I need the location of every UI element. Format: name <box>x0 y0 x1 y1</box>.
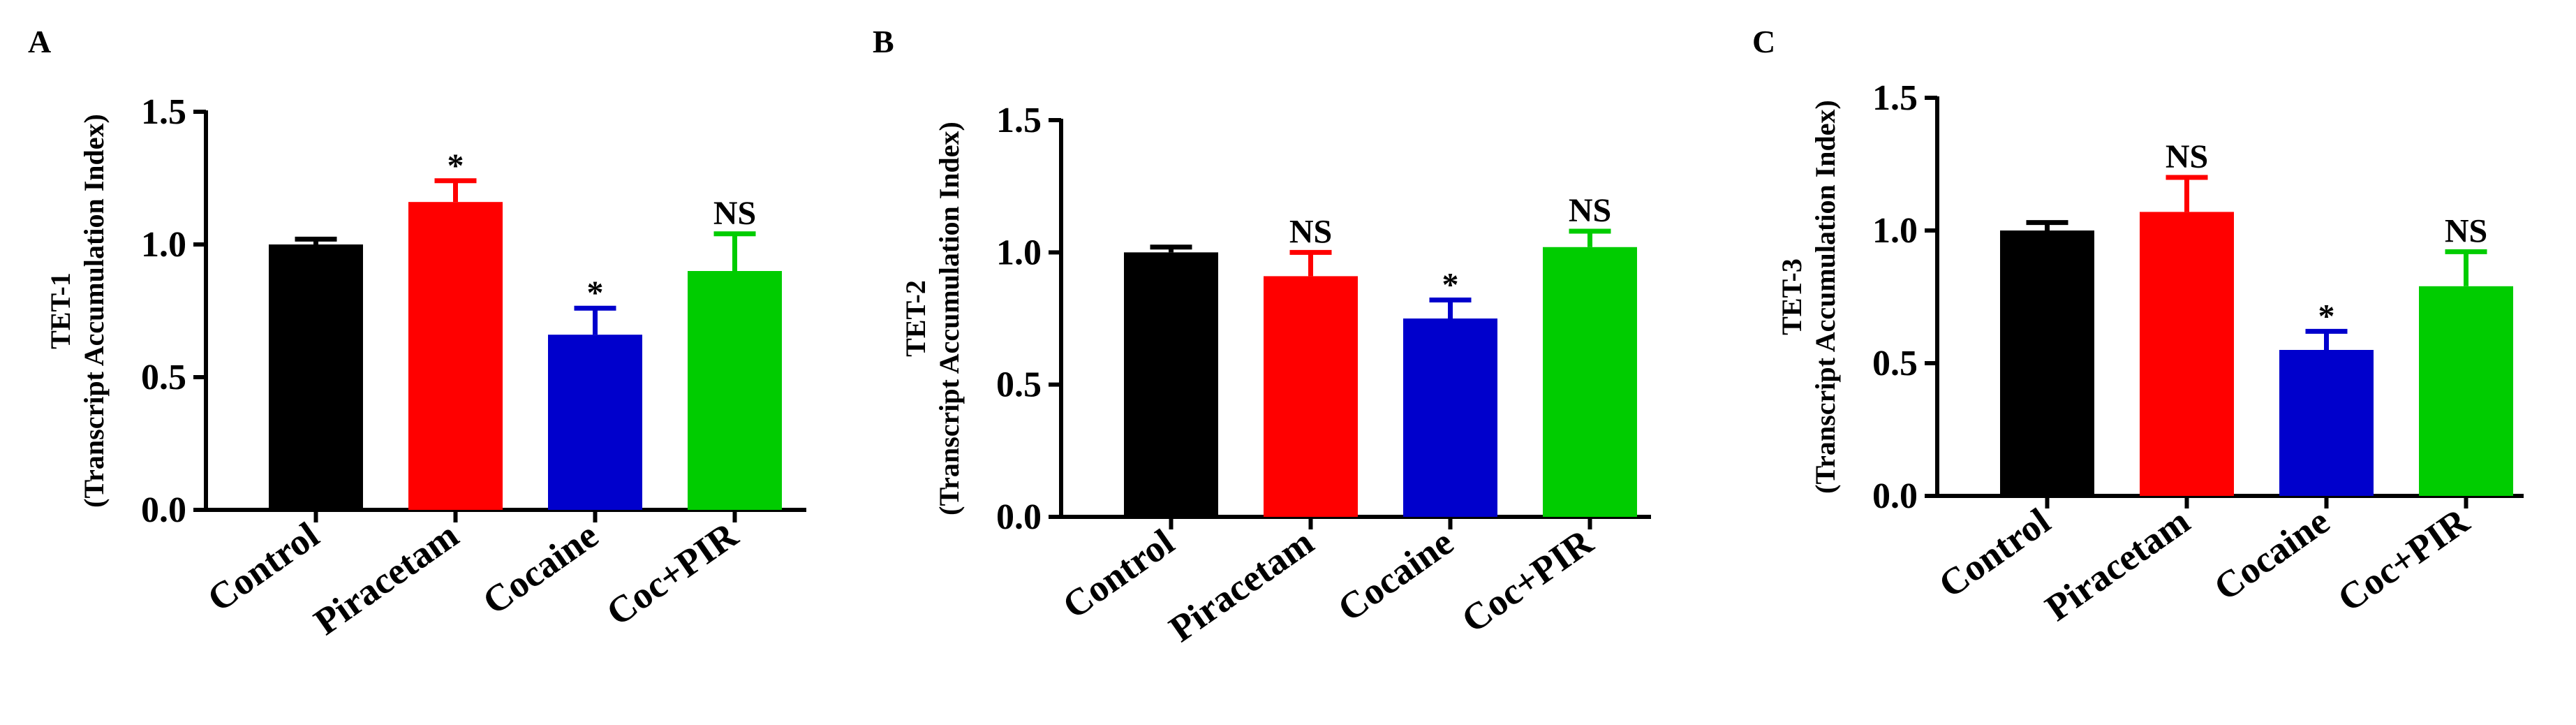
y-axis-title-gene: TET-2 <box>900 280 931 357</box>
category-label: Control <box>200 514 326 620</box>
chart-b-plot: 0.0 0.5 1.0 1.5 TET-2 (Transcript Accumulatio… <box>900 101 1651 650</box>
y-tick-label: 1.5 <box>996 101 1042 140</box>
y-tick-label: 1.0 <box>996 233 1042 272</box>
y-tick-label: 0.0 <box>141 490 186 530</box>
y-tick-label: 0.5 <box>141 358 186 397</box>
significance-label: NS <box>2166 138 2208 175</box>
y-axis-title-gene: TET-1 <box>45 272 76 349</box>
significance-label: * <box>447 147 464 184</box>
category-label: Cocaine <box>1331 521 1461 630</box>
bar-cocaine <box>2279 350 2374 496</box>
category-label: Piracetam <box>2038 500 2197 629</box>
bar-piracetam <box>408 202 503 510</box>
chart-c-plot: 0.0 0.5 1.0 1.5 TET-3 (Transcript Accumulatio… <box>1776 78 2524 629</box>
chart-panel-b: B 0.0 0.5 1.0 1.5 TET-2 (Transcript Accumulat… <box>873 24 1651 650</box>
category-label: Coc+PIR <box>1454 520 1601 640</box>
y-tick-label: 0.0 <box>996 497 1042 537</box>
y-tick-label: 0.5 <box>996 365 1042 405</box>
panel-letter-a: A <box>28 24 51 59</box>
category-label: Cocaine <box>475 514 606 623</box>
y-tick-label: 0.0 <box>1872 476 1918 516</box>
category-label: Cocaine <box>2207 500 2337 609</box>
y-axis-title-index: (Transcript Accumulation Index) <box>1809 100 1841 494</box>
category-label: Coc+PIR <box>599 513 746 634</box>
bar-control <box>2000 230 2094 496</box>
chart-a-plot: 0.0 0.5 1.0 1.5 TET-1 (Transcript Accumulatio… <box>45 92 806 643</box>
bar-piracetam <box>1264 276 1358 517</box>
bar-coc-pir <box>1543 247 1637 517</box>
panel-letter-c: C <box>1752 24 1775 59</box>
bar-coc-pir <box>2419 286 2513 496</box>
bar-cocaine <box>548 335 642 510</box>
category-label: Piracetam <box>306 514 466 643</box>
y-tick-label: 1.5 <box>1872 78 1918 118</box>
y-tick-label: 1.0 <box>141 225 186 265</box>
bar-piracetam <box>2140 212 2234 496</box>
significance-label: * <box>1442 266 1459 303</box>
y-axis-title-gene: TET-3 <box>1776 258 1807 335</box>
category-label: Control <box>1055 521 1181 627</box>
bar-control <box>1124 252 1218 517</box>
bar-cocaine <box>1403 318 1497 517</box>
significance-label: NS <box>1289 213 1332 250</box>
bar-control <box>269 244 363 510</box>
panel-letter-b: B <box>873 24 894 59</box>
significance-label: * <box>2318 298 2335 335</box>
y-tick-label: 1.0 <box>1872 211 1918 251</box>
significance-label: * <box>587 274 604 312</box>
y-axis-title-index: (Transcript Accumulation Index) <box>933 122 965 515</box>
y-tick-label: 1.5 <box>141 92 186 132</box>
significance-label: NS <box>1569 192 1611 229</box>
bar-coc-pir <box>688 271 782 510</box>
significance-label: NS <box>713 195 756 232</box>
category-label: Coc+PIR <box>2330 499 2477 620</box>
significance-label: NS <box>2445 212 2487 249</box>
chart-panel-a: A 0.0 0.5 1.0 1.5 TET-1 (Transcript Accumulat… <box>28 24 806 643</box>
y-tick-label: 0.5 <box>1872 344 1918 383</box>
category-label: Piracetam <box>1162 521 1321 650</box>
category-label: Control <box>1931 500 2057 606</box>
y-axis-title-index: (Transcript Accumulation Index) <box>78 114 110 508</box>
chart-panel-c: C 0.0 0.5 1.0 1.5 TET-3 (Transcript Accumulat… <box>1752 24 2524 629</box>
